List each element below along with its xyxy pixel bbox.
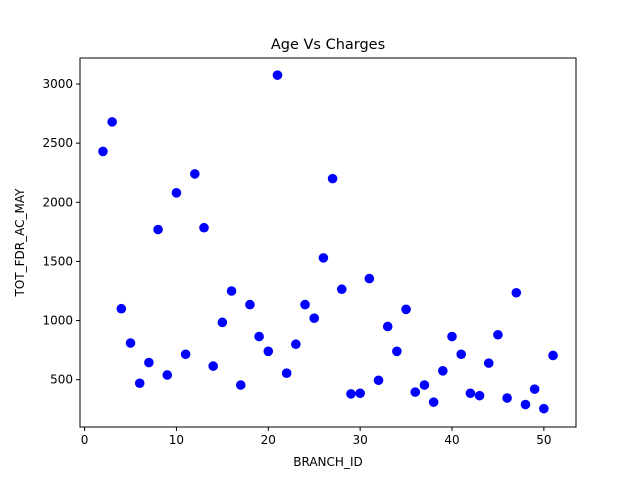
data-point	[465, 388, 476, 399]
data-point	[483, 358, 494, 368]
x-tick-label: 0	[81, 433, 89, 447]
data-point	[153, 224, 163, 235]
data-point	[456, 349, 466, 360]
x-tick-label: 30	[353, 433, 368, 447]
y-axis-ticks: 500 1000 1500 2000 2500 3000	[42, 77, 80, 387]
data-point	[263, 346, 274, 357]
data-point	[447, 331, 457, 342]
data-point	[502, 393, 512, 403]
data-point	[199, 222, 209, 233]
data-point	[474, 390, 485, 401]
data-point	[217, 317, 228, 328]
x-tick-label: 50	[536, 433, 551, 447]
y-tick-label: 1500	[42, 254, 73, 268]
data-point	[539, 403, 549, 414]
data-point	[98, 146, 108, 157]
data-points	[98, 70, 558, 414]
y-tick-label: 500	[50, 373, 73, 387]
y-tick-label: 2000	[42, 195, 73, 209]
data-point	[281, 368, 292, 378]
data-point	[134, 378, 145, 389]
data-point	[428, 397, 439, 407]
data-point	[272, 70, 283, 80]
data-point	[336, 284, 347, 295]
data-point	[171, 188, 182, 198]
x-axis-label: BRANCH_ID	[293, 455, 362, 469]
data-point	[438, 366, 448, 376]
data-point	[107, 117, 117, 127]
data-point	[548, 350, 558, 361]
data-point	[116, 303, 127, 314]
data-point	[162, 370, 173, 380]
data-point	[300, 299, 310, 310]
data-point	[235, 380, 246, 390]
data-point	[291, 339, 301, 350]
y-tick-label: 3000	[42, 77, 73, 91]
data-point	[226, 286, 237, 296]
x-axis-ticks: 0 10 20 30 40 50	[81, 427, 551, 447]
data-point	[355, 388, 365, 399]
data-point	[382, 321, 393, 332]
data-point	[208, 361, 218, 371]
data-point	[180, 349, 191, 360]
data-point	[125, 338, 136, 348]
data-point	[245, 299, 255, 310]
y-tick-label: 2500	[42, 136, 73, 150]
data-point	[511, 287, 522, 298]
data-point	[190, 169, 200, 179]
data-point	[364, 273, 375, 284]
data-point	[373, 375, 384, 386]
chart-title: Age Vs Charges	[271, 37, 385, 53]
y-axis-label: TOT_FDR_AC_MAY	[13, 188, 27, 298]
data-point	[520, 399, 531, 410]
data-point	[529, 384, 540, 394]
x-tick-label: 10	[169, 433, 184, 447]
data-point	[401, 304, 411, 315]
x-tick-label: 20	[261, 433, 276, 447]
x-tick-label: 40	[444, 433, 459, 447]
y-tick-label: 1000	[42, 314, 73, 328]
data-point	[144, 357, 154, 368]
data-point	[419, 380, 430, 390]
data-point	[254, 331, 264, 342]
data-point	[410, 387, 421, 397]
data-point	[392, 346, 402, 357]
data-point	[346, 389, 356, 399]
data-point	[327, 173, 338, 184]
data-point	[493, 329, 503, 340]
plot-area-frame	[79, 57, 577, 428]
data-point	[309, 313, 320, 323]
data-point	[318, 253, 329, 263]
